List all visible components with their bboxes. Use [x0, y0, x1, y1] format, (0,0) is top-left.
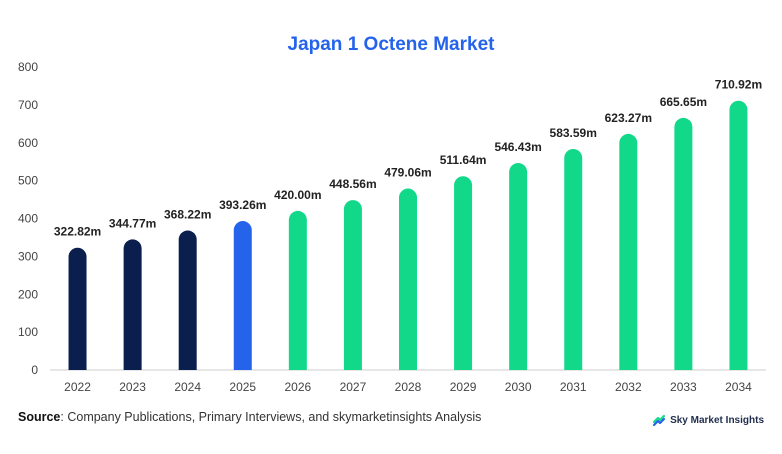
y-tick-label: 700 [18, 98, 38, 112]
data-label: 368.22m [164, 208, 211, 222]
source-note: Source: Company Publications, Primary In… [18, 410, 481, 424]
data-label: 393.26m [219, 198, 266, 212]
x-tick-label: 2028 [395, 380, 422, 394]
y-tick-label: 600 [18, 136, 38, 150]
bar-2026 [288, 210, 307, 370]
bar-2023 [123, 239, 142, 370]
bar-2025 [233, 221, 252, 370]
data-labels: 322.82m 344.77m 368.22m 393.26m 420.00m 448.5… [54, 78, 762, 239]
sky-market-insights-logo-icon [652, 414, 666, 427]
bar-2034 [729, 100, 748, 371]
chart-title: Japan 1 Octene Market [287, 34, 495, 55]
x-tick-label: 2033 [670, 380, 697, 394]
y-axis: 0 100 200 300 400 500 600 700 800 [18, 60, 38, 377]
y-tick-label: 200 [18, 287, 38, 301]
x-tick-label: 2026 [284, 380, 311, 394]
data-label: 665.65m [660, 95, 707, 109]
data-label: 322.82m [54, 225, 101, 239]
x-tick-label: 2027 [340, 380, 367, 394]
y-tick-label: 500 [18, 174, 38, 188]
data-label: 623.27m [605, 111, 652, 125]
data-label: 448.56m [329, 177, 376, 191]
x-axis: 2022 2023 2024 2025 2026 2027 2028 2029 2030 2031… [64, 380, 752, 394]
bar-2033 [674, 117, 693, 370]
x-tick-label: 2024 [174, 380, 201, 394]
bars [68, 100, 748, 371]
brand: Sky Market Insights [652, 413, 764, 427]
bar-2030 [509, 163, 528, 370]
x-tick-label: 2032 [615, 380, 642, 394]
x-tick-label: 2034 [725, 380, 752, 394]
x-tick-label: 2030 [505, 380, 532, 394]
x-tick-label: 2025 [229, 380, 256, 394]
x-tick-label: 2022 [64, 380, 91, 394]
bar-2028 [399, 188, 417, 370]
data-label: 546.43m [494, 140, 541, 154]
source-text: : Company Publications, Primary Intervie… [60, 410, 482, 424]
bar-2024 [178, 230, 197, 370]
y-tick-label: 100 [18, 325, 38, 339]
x-tick-label: 2031 [560, 380, 587, 394]
x-tick-label: 2023 [119, 380, 146, 394]
bar-2032 [619, 133, 638, 370]
y-tick-label: 800 [18, 60, 38, 74]
data-label: 420.00m [274, 188, 321, 202]
data-label: 479.06m [384, 166, 431, 180]
y-tick-label: 300 [18, 249, 38, 263]
data-label: 710.92m [715, 78, 762, 92]
y-tick-label: 0 [31, 363, 38, 377]
bar-2031 [564, 148, 583, 370]
bar-2022 [68, 247, 87, 370]
brand-name: Sky Market Insights [670, 414, 764, 426]
x-tick-label: 2029 [450, 380, 477, 394]
bar-2029 [454, 176, 473, 370]
data-label: 344.77m [109, 216, 156, 230]
bar-2027 [343, 200, 362, 370]
data-label: 511.64m [440, 153, 487, 167]
data-label: 583.59m [550, 126, 597, 140]
y-tick-label: 400 [18, 212, 38, 226]
source-label: Source [18, 410, 61, 424]
